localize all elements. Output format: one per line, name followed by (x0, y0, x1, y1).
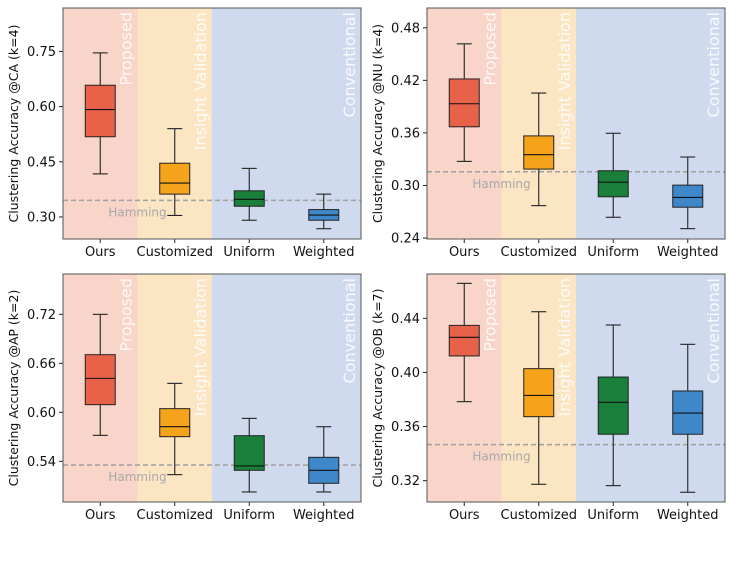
reference-label: Hamming (472, 177, 530, 191)
box-uniform (597, 324, 629, 487)
x-tick-label: Weighted (293, 508, 355, 523)
box-iqr (523, 368, 555, 418)
box-iqr (159, 162, 191, 195)
y-tick-label: 0.36 (391, 420, 420, 435)
box-iqr (84, 354, 116, 406)
box-ours (84, 313, 116, 436)
box-iqr (523, 135, 555, 170)
region-label: Conventional (704, 12, 723, 117)
reference-label: Hamming (472, 450, 530, 464)
x-tick-label: Uniform (587, 245, 639, 260)
axes-frame (62, 7, 362, 240)
box-weighted (308, 193, 340, 230)
axes-frame (62, 273, 362, 503)
box-ours (448, 43, 480, 162)
x-tick-label: Uniform (223, 245, 275, 260)
region-label: Proposed (117, 12, 136, 86)
region-label: Insight Validation (191, 12, 210, 150)
region-label: Proposed (117, 278, 136, 352)
y-tick-label: 0.36 (391, 126, 420, 141)
y-tick-label: 0.60 (27, 100, 56, 115)
x-tick-label: Weighted (293, 245, 355, 260)
panel-2: Hamming Proposed Insight Validation Convent… (370, 7, 726, 260)
y-tick-label: 0.24 (391, 232, 420, 247)
y-tick-label: 0.30 (27, 210, 56, 225)
y-tick-label: 0.42 (391, 74, 420, 89)
box-iqr (84, 84, 116, 138)
region-label: Conventional (340, 278, 359, 383)
box-iqr (672, 184, 704, 208)
region-label: Insight Validation (555, 12, 574, 150)
y-tick-label: 0.66 (27, 357, 56, 372)
axes-frame (426, 7, 726, 240)
axes-frame (426, 273, 726, 503)
box-iqr (597, 170, 629, 198)
box-iqr (448, 324, 480, 357)
x-tick-label: Customized (137, 508, 214, 523)
region-label: Conventional (340, 12, 359, 117)
x-tick-label: Ours (449, 508, 480, 523)
box-weighted (672, 343, 704, 493)
x-tick-label: Customized (501, 508, 578, 523)
x-tick-label: Customized (137, 245, 214, 260)
y-tick-label: 0.44 (391, 312, 420, 327)
x-tick-label: Customized (501, 245, 578, 260)
box-iqr (597, 376, 629, 435)
x-tick-label: Weighted (657, 245, 719, 260)
y-axis-label: Clustering Accuracy @AP (k=2) (6, 290, 21, 487)
region-label: Insight Validation (191, 278, 210, 416)
box-customized (523, 92, 555, 207)
x-tick-label: Ours (85, 245, 116, 260)
panel-1: Hamming Proposed Insight Validation Convent… (6, 7, 362, 260)
box-customized (159, 382, 191, 476)
panel-4: Hamming Proposed Insight Validation Convent… (370, 273, 726, 523)
box-ours (448, 282, 480, 403)
box-iqr (159, 408, 191, 438)
x-tick-label: Ours (85, 508, 116, 523)
x-tick-label: Uniform (587, 508, 639, 523)
region-label: Conventional (704, 278, 723, 383)
x-tick-label: Uniform (223, 508, 275, 523)
y-tick-label: 0.32 (391, 474, 420, 489)
box-customized (159, 128, 191, 217)
y-tick-label: 0.48 (391, 21, 420, 36)
box-uniform (233, 167, 265, 221)
y-axis-label: Clustering Accuracy @CA (k=4) (6, 25, 21, 223)
box-customized (523, 311, 555, 485)
y-tick-label: 0.75 (27, 45, 56, 60)
y-axis-label: Clustering Accuracy @NU (k=4) (370, 24, 385, 223)
y-tick-label: 0.30 (391, 179, 420, 194)
box-weighted (672, 156, 704, 230)
box-iqr (448, 78, 480, 128)
y-tick-label: 0.60 (27, 406, 56, 421)
box-weighted (308, 426, 340, 493)
box-iqr (233, 190, 265, 207)
x-tick-label: Weighted (657, 508, 719, 523)
reference-label: Hamming (108, 470, 166, 484)
x-tick-label: Ours (449, 245, 480, 260)
region-label: Proposed (481, 12, 500, 86)
region-label: Proposed (481, 278, 500, 352)
y-axis-label: Clustering Accuracy @OB (k=7) (370, 288, 385, 487)
reference-label: Hamming (108, 205, 166, 219)
box-iqr (233, 435, 265, 471)
y-tick-label: 0.45 (27, 155, 56, 170)
y-tick-label: 0.72 (27, 308, 56, 323)
panel-3: Hamming Proposed Insight Validation Convent… (6, 273, 362, 523)
y-tick-label: 0.54 (27, 455, 56, 470)
box-uniform (233, 417, 265, 493)
box-ours (84, 52, 116, 175)
region-label: Insight Validation (555, 278, 574, 416)
y-tick-label: 0.40 (391, 366, 420, 381)
box-uniform (597, 132, 629, 218)
